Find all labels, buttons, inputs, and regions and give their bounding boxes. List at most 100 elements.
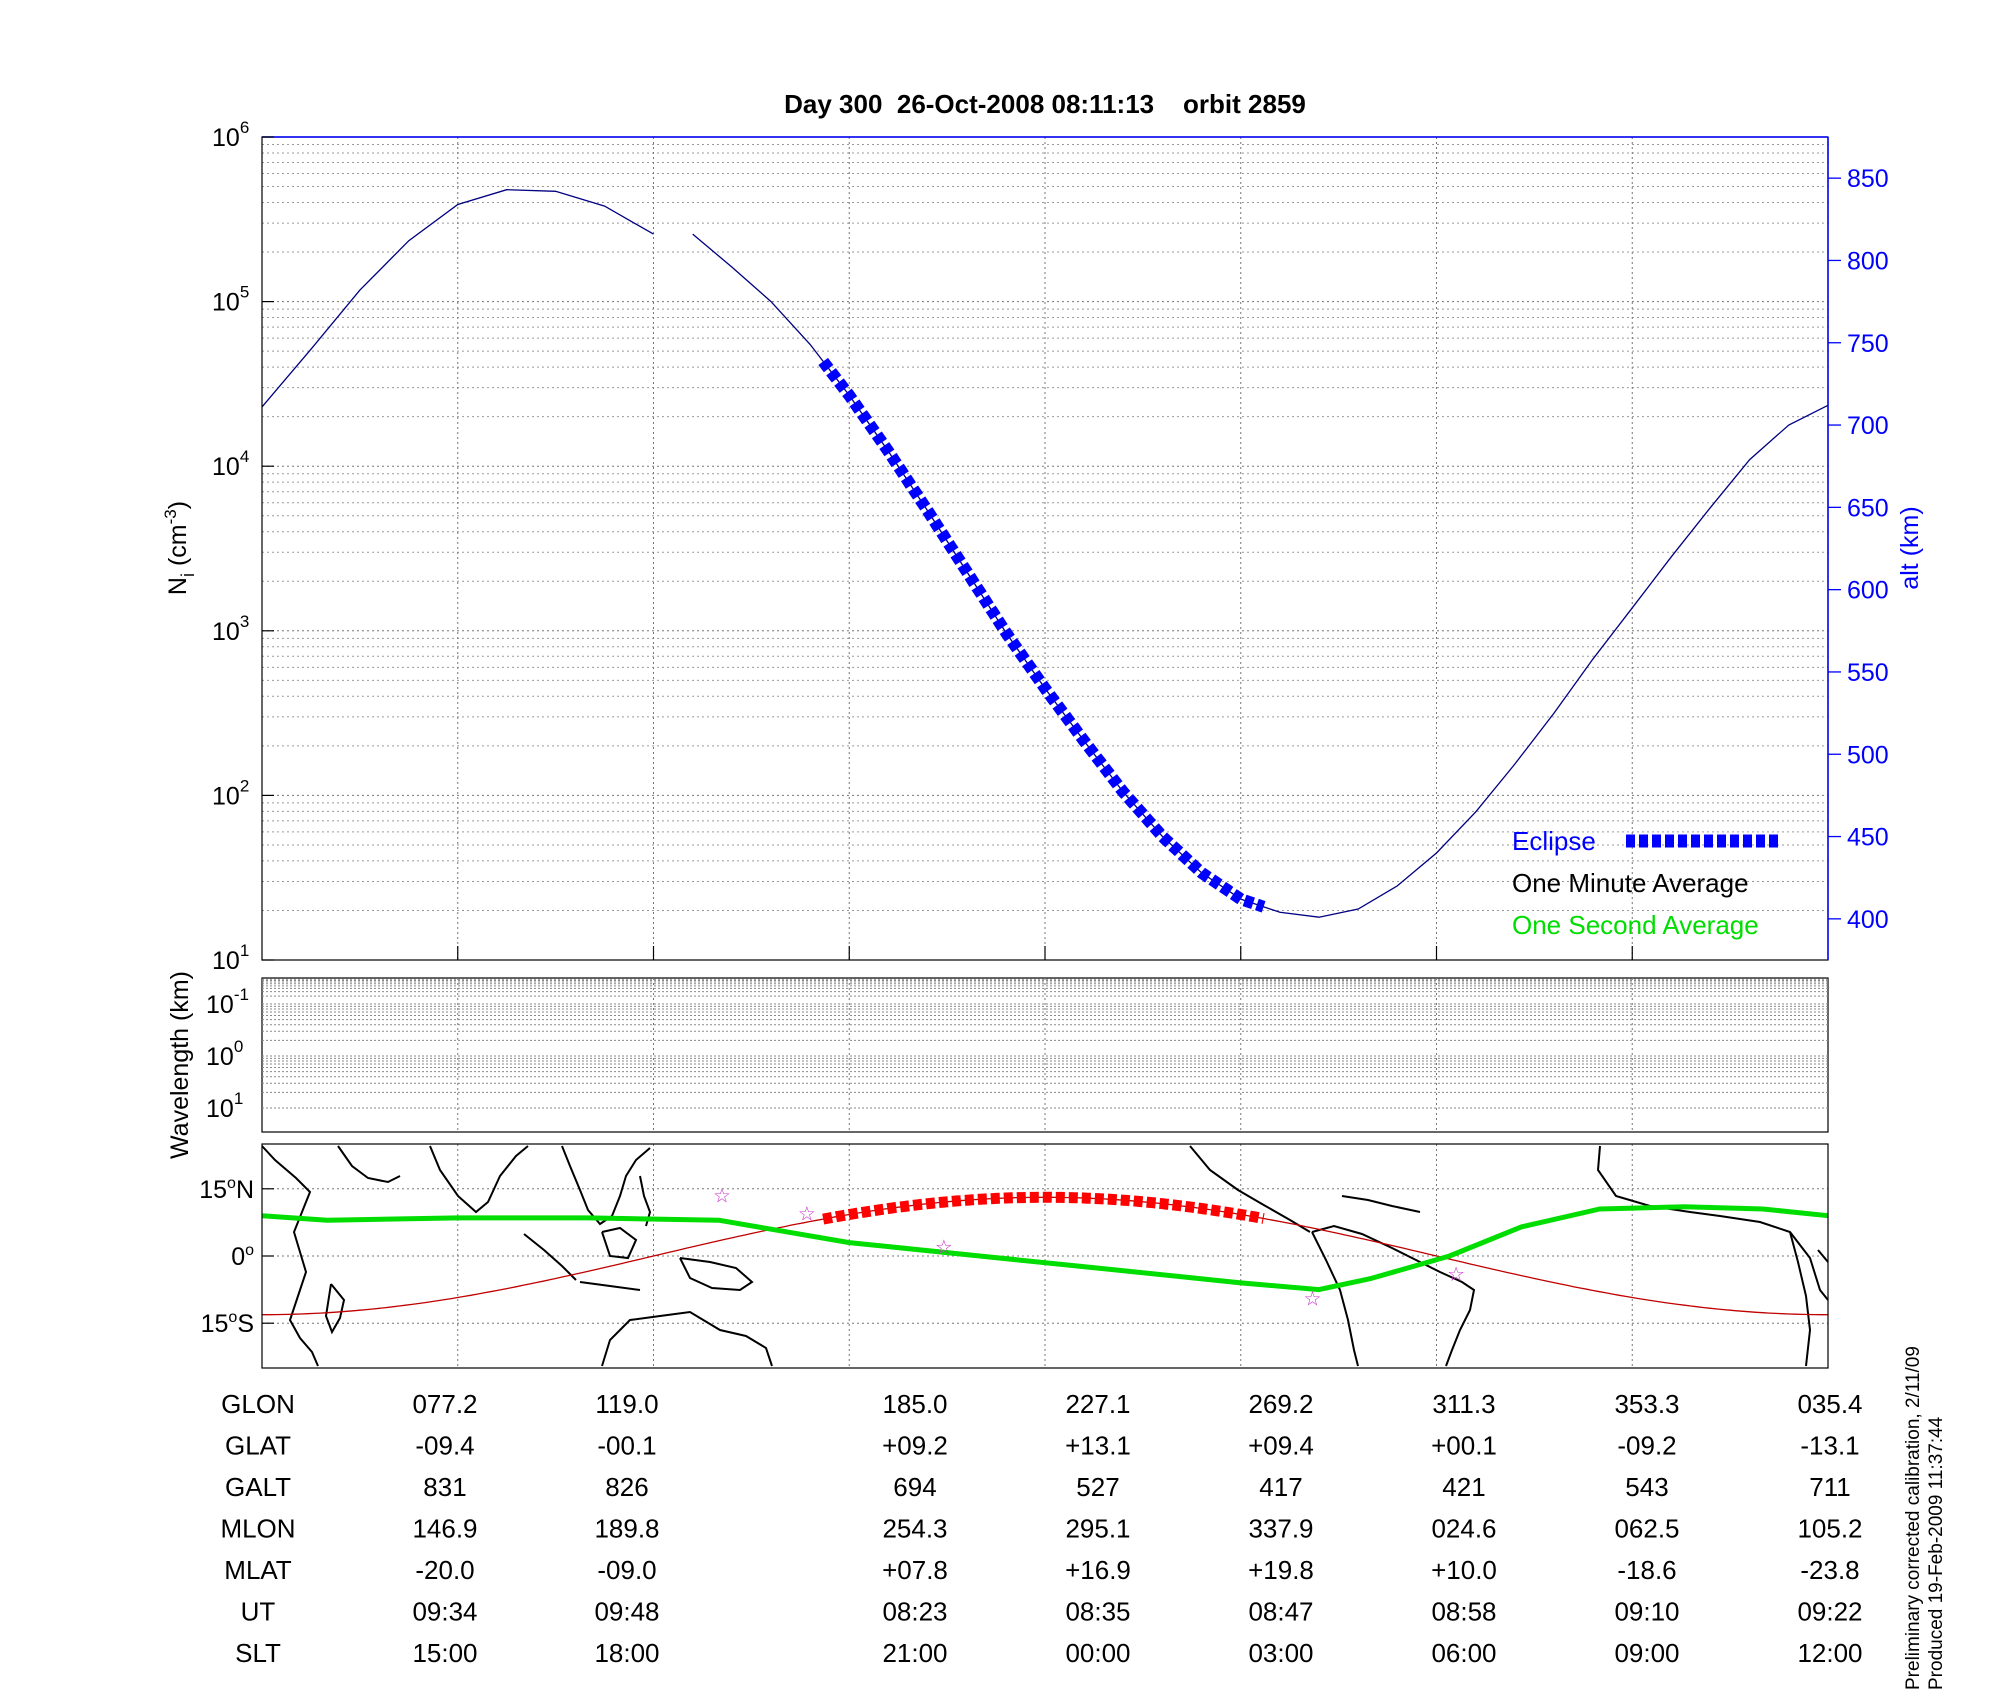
station-star-marker: ☆ <box>798 1201 816 1225</box>
table-cell: 12:00 <box>1797 1638 1862 1668</box>
coastline-africa-southwest <box>1817 1249 1829 1263</box>
table-cell: 146.9 <box>412 1514 477 1544</box>
table-cell: 062.5 <box>1614 1514 1679 1544</box>
table-cell: 711 <box>1809 1472 1850 1502</box>
coastline-arabia <box>337 1145 401 1184</box>
ground-track-map-panel: ☆ ☆ ☆ ☆ ☆ 15oN 0o 15oS <box>199 1143 1829 1369</box>
y-right-tick-label: 650 <box>1847 494 1889 522</box>
table-cell: 189.8 <box>594 1514 659 1544</box>
table-cell: 269.2 <box>1248 1389 1313 1419</box>
coastline-madagascar <box>324 1283 346 1335</box>
table-cell: -09.0 <box>597 1555 656 1585</box>
table-cell: +10.0 <box>1431 1555 1497 1585</box>
wavelength-tick-label: 101 <box>206 1089 243 1123</box>
station-star-marker: ☆ <box>1304 1287 1322 1311</box>
station-star-marker: ☆ <box>935 1235 953 1259</box>
table-cell: -18.6 <box>1617 1555 1676 1585</box>
footer-calibration: Preliminary corrected calibration, 2/11/… <box>1903 1346 1924 1690</box>
y-right-tick-label: 600 <box>1847 577 1889 605</box>
latitude-tick-label: 15oN <box>199 1175 254 1204</box>
y-left-tick-label: 102 <box>212 776 249 810</box>
table-cell: 119.0 <box>595 1389 658 1419</box>
wavelength-grid <box>262 978 1828 1132</box>
coastline-caribbean <box>1341 1195 1421 1213</box>
table-cell: 105.2 <box>1797 1514 1862 1544</box>
y-left-tick-label: 101 <box>212 941 249 975</box>
y-right-tick-label: 800 <box>1847 247 1889 275</box>
y-left-tick-label: 106 <box>212 118 249 152</box>
table-cell: 337.9 <box>1248 1514 1313 1544</box>
table-cell: -23.8 <box>1800 1555 1859 1585</box>
table-cell: +13.1 <box>1065 1431 1131 1461</box>
table-row-label: SLT <box>235 1638 281 1668</box>
table-row-label: MLON <box>220 1514 295 1544</box>
ground-track-lines: ☆ ☆ ☆ ☆ ☆ <box>261 1184 1829 1316</box>
y-right-tick-label: 400 <box>1847 906 1889 934</box>
latitude-tick-label: 15oS <box>201 1309 254 1338</box>
eclipse-track-line <box>822 1191 1265 1225</box>
table-cell: 077.2 <box>412 1389 477 1419</box>
table-row-label: UT <box>241 1597 276 1627</box>
table-cell: +00.1 <box>1431 1431 1497 1461</box>
density-altitude-panel: 101 102 103 104 105 106 400 450 500 550 600 650 700… <box>161 118 1924 975</box>
table-cell: 543 <box>1625 1472 1668 1502</box>
table-cell: +07.8 <box>882 1555 948 1585</box>
y-right-tick-label: 450 <box>1847 824 1889 852</box>
table-row-label: GLON <box>221 1389 295 1419</box>
legend-label-eclipse: Eclipse <box>1512 826 1596 856</box>
coastline-outlines <box>261 1145 1829 1367</box>
coastline-india <box>429 1145 529 1214</box>
table-cell: 417 <box>1259 1472 1302 1502</box>
coastline-sumatra <box>523 1233 577 1281</box>
table-cell: 09:48 <box>594 1597 659 1627</box>
table-cell: 694 <box>893 1472 936 1502</box>
wavelength-tick-label: 10-1 <box>206 985 249 1019</box>
eclipse-line <box>818 357 1266 913</box>
coastline-south-america <box>1311 1224 1476 1367</box>
table-cell: 06:00 <box>1431 1638 1496 1668</box>
table-cell: 254.3 <box>882 1514 947 1544</box>
footer-produced: Produced 19-Feb-2009 11:37:44 <box>1926 1416 1947 1690</box>
table-cell: 08:35 <box>1065 1597 1130 1627</box>
y-right-tick-label: 850 <box>1847 165 1889 193</box>
y-right-tick-label: 550 <box>1847 659 1889 687</box>
table-cell: 035.4 <box>1797 1389 1862 1419</box>
table-cell: +19.8 <box>1248 1555 1314 1585</box>
table-cell: 311.3 <box>1432 1389 1495 1419</box>
chart-legend: Eclipse One Minute Average One Second Av… <box>1512 826 1780 940</box>
table-cell: -13.1 <box>1800 1431 1859 1461</box>
table-cell: 227.1 <box>1065 1389 1130 1419</box>
y-right-tick-label: 500 <box>1847 741 1889 769</box>
table-cell: +16.9 <box>1065 1555 1131 1585</box>
y-left-tick-label: 105 <box>212 283 249 317</box>
coastline-borneo <box>601 1226 638 1260</box>
table-cell: 09:00 <box>1614 1638 1679 1668</box>
latitude-ticks: 15oN 0o 15oS <box>199 1175 274 1338</box>
table-cell: 09:10 <box>1614 1597 1679 1627</box>
altitude-line-segment-1 <box>261 189 654 408</box>
wavelength-axis-label: Wavelength (km) <box>166 971 194 1159</box>
table-cell: 09:34 <box>412 1597 477 1627</box>
wavelength-tick-label: 100 <box>206 1037 243 1071</box>
table-cell: 09:22 <box>1797 1597 1862 1627</box>
right-axis-label: alt (km) <box>1896 506 1924 589</box>
legend-label-one-second: One Second Average <box>1512 910 1759 940</box>
table-cell: 185.0 <box>882 1389 947 1419</box>
latitude-tick-label: 0o <box>231 1242 254 1271</box>
density-grid <box>262 136 1828 961</box>
table-cell: +09.2 <box>882 1431 948 1461</box>
y-left-tick-label: 103 <box>212 612 249 646</box>
table-cell: 03:00 <box>1248 1638 1313 1668</box>
station-star-marker: ☆ <box>713 1184 731 1208</box>
table-cell: 024.6 <box>1431 1514 1496 1544</box>
table-cell: 00:00 <box>1065 1638 1130 1668</box>
magnetic-equator-line <box>261 1204 1829 1293</box>
table-cell: -09.4 <box>415 1431 474 1461</box>
y-right-tick-label: 700 <box>1847 412 1889 440</box>
table-cell: 18:00 <box>594 1638 659 1668</box>
table-cell: 831 <box>423 1472 466 1502</box>
altitude-lines <box>261 189 1829 918</box>
right-axis-ticks: 400 450 500 550 600 650 700 750 800 850 <box>1828 165 1889 934</box>
coastline-australia <box>601 1310 773 1367</box>
